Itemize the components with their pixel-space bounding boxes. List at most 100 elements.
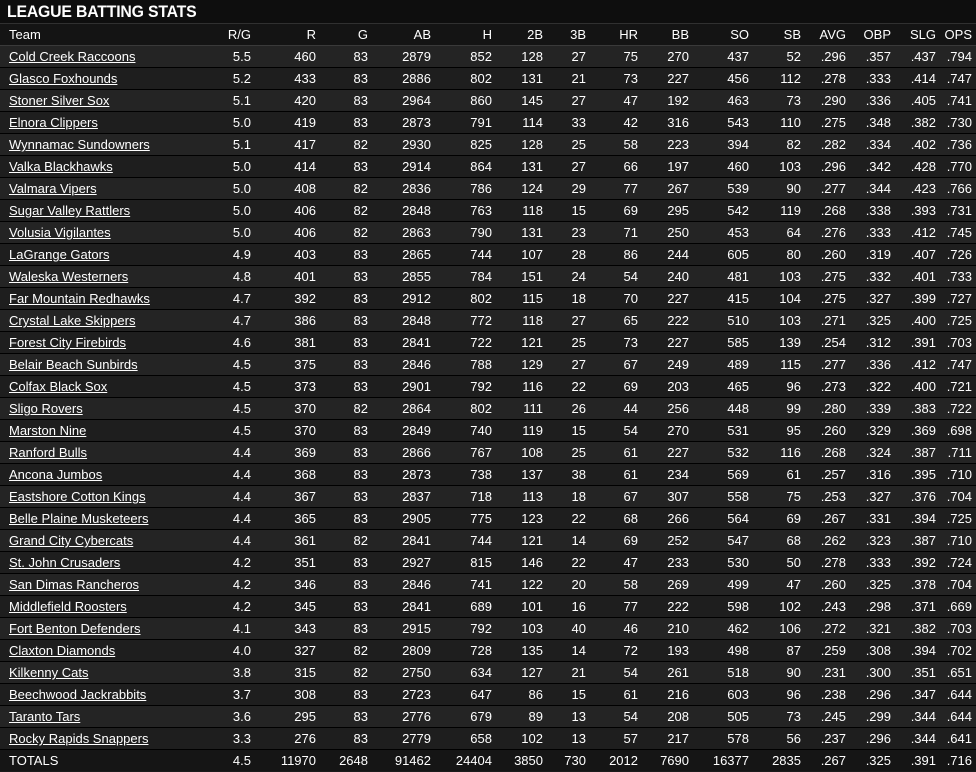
team-link[interactable]: San Dimas Rancheros [0,573,210,596]
stat-cell-h: 852 [435,45,496,68]
stat-cell-avg: .290 [805,89,850,112]
team-link[interactable]: Forest City Firebirds [0,331,210,354]
team-link[interactable]: Taranto Tars [0,705,210,728]
stat-cell-h: 634 [435,661,496,684]
column-header-obp[interactable]: OBP [850,24,895,46]
stat-cell-3b: 29 [547,177,590,200]
stat-cell-hr: 44 [590,397,642,420]
stat-cell-bb: 217 [642,727,693,750]
column-header-so[interactable]: SO [693,24,753,46]
team-link[interactable]: Waleska Westerners [0,265,210,288]
stat-cell-avg: .243 [805,595,850,618]
stat-cell-avg: .253 [805,485,850,508]
stat-cell-3b: 28 [547,243,590,266]
team-link[interactable]: Marston Nine [0,419,210,442]
team-link[interactable]: Ancona Jumbos [0,463,210,486]
team-link[interactable]: Middlefield Roosters [0,595,210,618]
stat-cell-bb: 261 [642,661,693,684]
stat-cell-slg: .392 [895,551,940,574]
column-header-rg[interactable]: R/G [210,24,255,46]
column-header-3b[interactable]: 3B [547,24,590,46]
stat-cell-rg: 4.5 [210,397,255,420]
team-link[interactable]: Wynnamac Sundowners [0,133,210,156]
column-header-team[interactable]: Team [0,24,210,46]
column-header-r[interactable]: R [255,24,320,46]
stat-cell-2b: 116 [496,375,547,398]
team-link[interactable]: Sligo Rovers [0,397,210,420]
stat-cell-obp: .344 [850,177,895,200]
column-header-ab[interactable]: AB [372,24,435,46]
stat-cell-slg: .344 [895,705,940,728]
team-link[interactable]: Claxton Diamonds [0,639,210,662]
stat-cell-so: 499 [693,573,753,596]
team-link[interactable]: Grand City Cybercats [0,529,210,552]
team-link[interactable]: Valka Blackhawks [0,155,210,178]
team-link[interactable]: Beechwood Jackrabbits [0,683,210,706]
team-link[interactable]: Far Mountain Redhawks [0,287,210,310]
stat-cell-so: 547 [693,529,753,552]
stat-cell-ops: .644 [940,705,976,728]
stat-cell-hr: 73 [590,331,642,354]
stat-cell-slg: .395 [895,463,940,486]
stat-cell-ab: 2879 [372,45,435,68]
team-link[interactable]: Glasco Foxhounds [0,67,210,90]
team-link[interactable]: Belle Plaine Musketeers [0,507,210,530]
column-header-ops[interactable]: OPS [940,24,976,46]
stat-cell-avg: .296 [805,155,850,178]
stat-cell-3b: 14 [547,639,590,662]
team-link[interactable]: Volusia Vigilantes [0,221,210,244]
total-cell-h: 24404 [435,749,496,771]
stat-cell-r: 381 [255,331,320,354]
column-header-hr[interactable]: HR [590,24,642,46]
stat-cell-hr: 42 [590,111,642,134]
stat-cell-ops: .669 [940,595,976,618]
stat-cell-hr: 58 [590,133,642,156]
stat-cell-r: 365 [255,507,320,530]
stat-cell-avg: .277 [805,177,850,200]
stat-cell-bb: 233 [642,551,693,574]
team-link[interactable]: LaGrange Gators [0,243,210,266]
stat-cell-h: 784 [435,265,496,288]
stat-cell-ops: .721 [940,375,976,398]
stat-cell-sb: 64 [753,221,805,244]
column-header-sb[interactable]: SB [753,24,805,46]
team-link[interactable]: Elnora Clippers [0,111,210,134]
team-link[interactable]: Belair Beach Sunbirds [0,353,210,376]
stat-cell-3b: 13 [547,727,590,750]
column-header-g[interactable]: G [320,24,372,46]
team-link[interactable]: Stoner Silver Sox [0,89,210,112]
stat-cell-ops: .704 [940,485,976,508]
stat-cell-3b: 25 [547,133,590,156]
stat-cell-rg: 5.5 [210,45,255,68]
stat-cell-slg: .400 [895,309,940,332]
team-link[interactable]: St. John Crusaders [0,551,210,574]
team-link[interactable]: Cold Creek Raccoons [0,45,210,68]
total-cell-slg: .391 [895,749,940,771]
stat-cell-h: 647 [435,683,496,706]
team-link[interactable]: Rocky Rapids Snappers [0,727,210,750]
team-link[interactable]: Colfax Black Sox [0,375,210,398]
team-link[interactable]: Ranford Bulls [0,441,210,464]
stat-cell-2b: 131 [496,155,547,178]
team-link[interactable]: Eastshore Cotton Kings [0,485,210,508]
stat-cell-ops: .644 [940,683,976,706]
column-header-avg[interactable]: AVG [805,24,850,46]
team-link[interactable]: Kilkenny Cats [0,661,210,684]
team-link[interactable]: Sugar Valley Rattlers [0,199,210,222]
stat-cell-r: 401 [255,265,320,288]
stat-cell-slg: .437 [895,45,940,68]
column-header-slg[interactable]: SLG [895,24,940,46]
stat-cell-obp: .329 [850,419,895,442]
column-header-h[interactable]: H [435,24,496,46]
stat-cell-rg: 4.4 [210,485,255,508]
stat-cell-slg: .376 [895,485,940,508]
stat-cell-so: 539 [693,177,753,200]
column-header-bb[interactable]: BB [642,24,693,46]
table-row: San Dimas Rancheros 4.2 346 83 2846 741 122 20 5… [0,573,976,596]
stat-cell-ops: .745 [940,221,976,244]
stat-cell-hr: 57 [590,727,642,750]
team-link[interactable]: Crystal Lake Skippers [0,309,210,332]
team-link[interactable]: Fort Benton Defenders [0,617,210,640]
team-link[interactable]: Valmara Vipers [0,177,210,200]
column-header-2b[interactable]: 2B [496,24,547,46]
